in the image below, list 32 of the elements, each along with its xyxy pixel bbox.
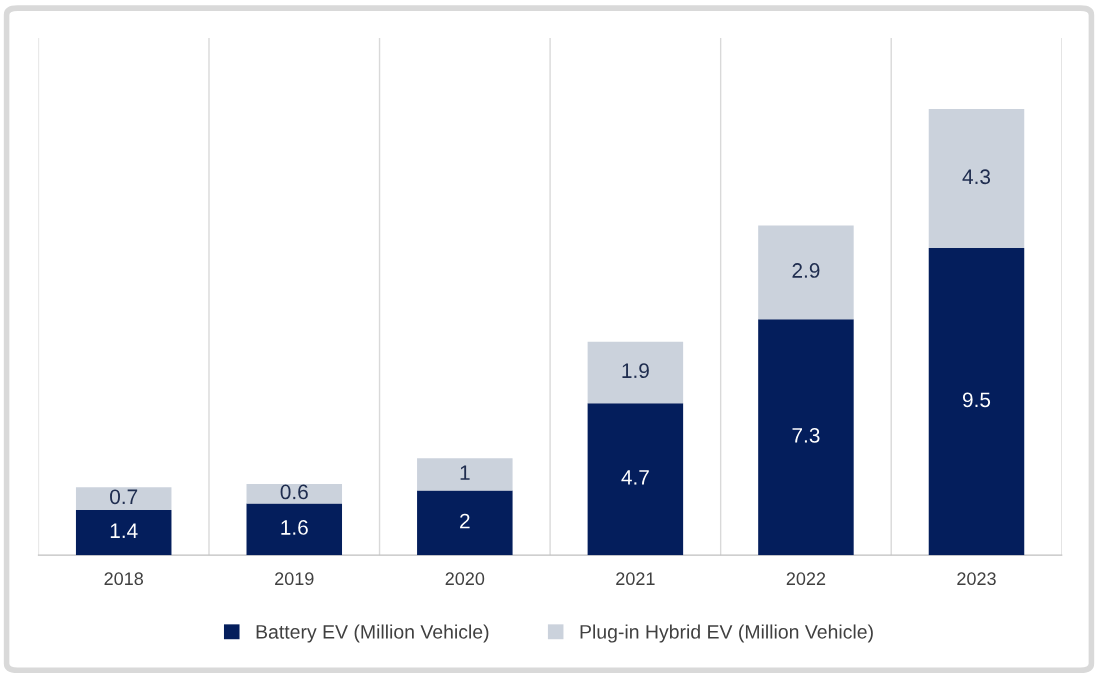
data-label: 9.5	[962, 392, 991, 408]
legend-label: Plug-in Hybrid EV (Million Vehicle)	[580, 624, 873, 643]
bar	[417, 490, 513, 556]
bar	[75, 509, 172, 556]
data-label: 1.4	[110, 523, 138, 538]
x-tick-label: 2020	[445, 572, 485, 586]
bar	[758, 225, 854, 320]
bar	[587, 403, 684, 556]
bar	[928, 248, 1025, 556]
data-label: 0.7	[110, 489, 138, 505]
data-label: 2	[460, 513, 470, 529]
x-tick-label: 2023	[957, 572, 996, 586]
data-label: 0.6	[280, 484, 308, 500]
data-label: 4.3	[962, 169, 991, 185]
x-tick-label: 2022	[786, 572, 826, 586]
bar	[417, 458, 513, 491]
data-label: 2.9	[792, 263, 820, 278]
legend-label: Battery EV (Million Vehicle)	[256, 624, 489, 643]
bar	[246, 484, 343, 504]
bar	[587, 341, 684, 404]
bar	[75, 487, 172, 510]
x-tick-label: 2019	[275, 572, 314, 586]
x-tick-label: 2021	[616, 572, 655, 586]
bar	[246, 503, 343, 556]
data-label: 1.9	[622, 363, 649, 379]
data-label: 1	[460, 465, 470, 480]
bar	[928, 109, 1025, 249]
data-label: 1.6	[281, 520, 308, 535]
bar	[758, 319, 854, 556]
x-tick-label: 2018	[104, 572, 144, 586]
data-label: 4.7	[621, 470, 649, 485]
data-label: 7.3	[792, 427, 820, 443]
